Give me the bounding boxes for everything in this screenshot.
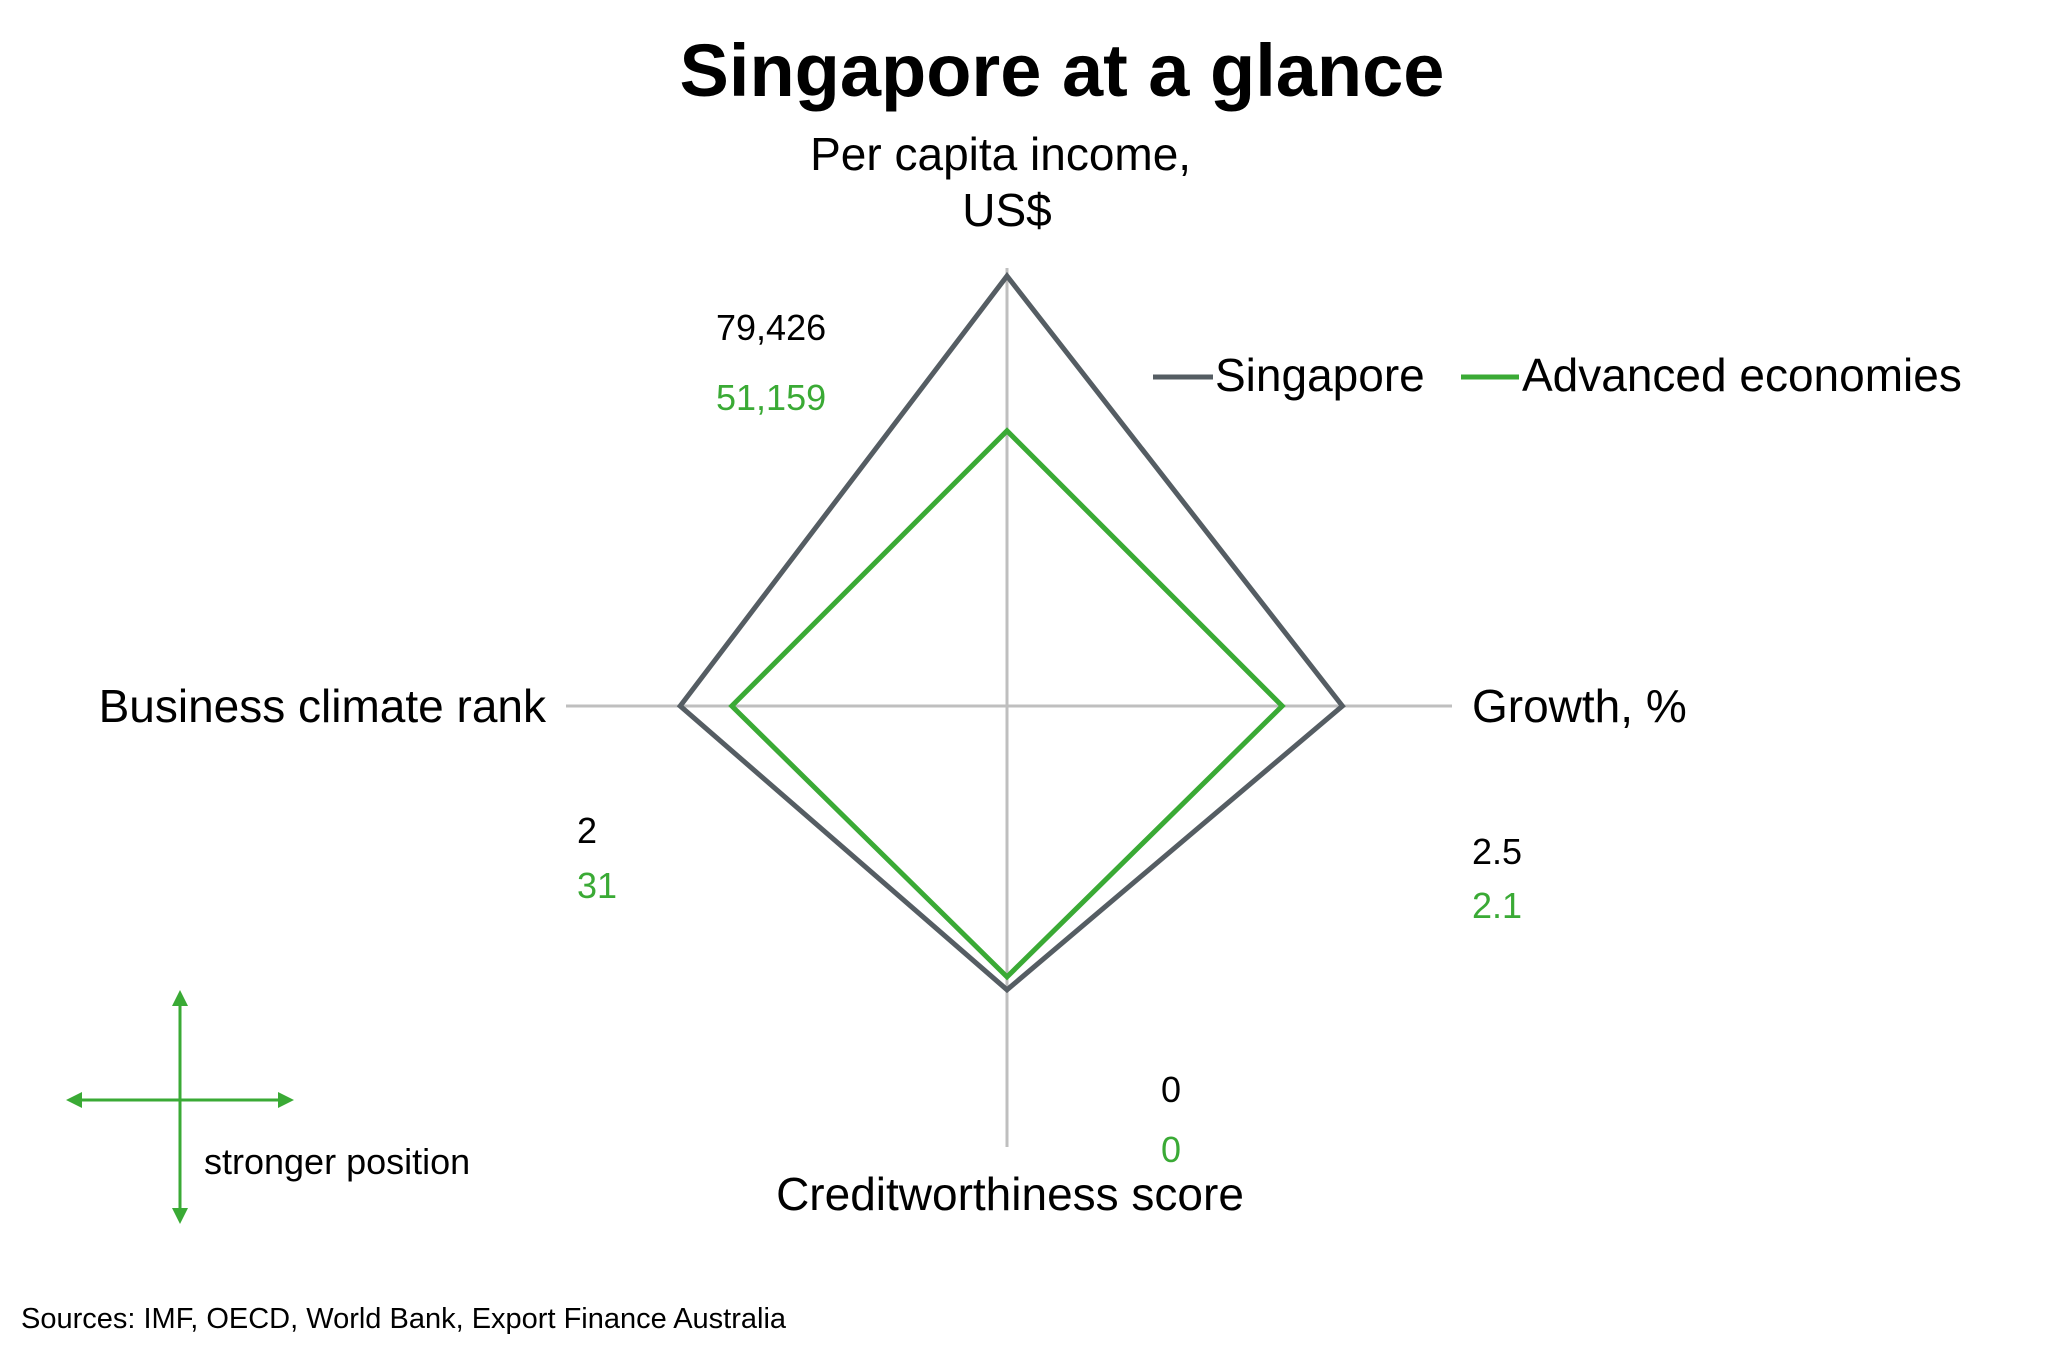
key-arrowhead-up: [172, 990, 188, 1006]
value-label-advanced-credit: 0: [1161, 1129, 1181, 1170]
source-note: Sources: IMF, OECD, World Bank, Export F…: [21, 1303, 787, 1335]
value-label-advanced-income: 51,159: [716, 377, 826, 418]
axis-label-income-line-1: Per capita income,: [810, 128, 1191, 180]
legend-label-singapore: Singapore: [1215, 349, 1425, 401]
key-label: stronger position: [204, 1141, 470, 1182]
series-polygon-advanced-economies: [728, 427, 1286, 981]
value-label-singapore-credit: 0: [1161, 1069, 1181, 1110]
key-arrowhead-down: [172, 1208, 188, 1224]
value-labels: 79,426 51,159 2.5 2.1 0 0 2 31: [577, 307, 1522, 1170]
legend: Singapore Advanced economies: [1153, 349, 1962, 401]
series-layer: [676, 271, 1346, 994]
value-label-singapore-business: 2: [577, 810, 597, 851]
legend-label-advanced: Advanced economies: [1522, 349, 1962, 401]
direction-key: [66, 990, 294, 1224]
axis-label-growth: Growth, %: [1472, 680, 1687, 732]
chart-title: Singapore at a glance: [680, 29, 1445, 112]
value-label-advanced-growth: 2.1: [1472, 885, 1522, 926]
value-label-singapore-income: 79,426: [716, 307, 826, 348]
axis-label-income: Per capita income, US$: [810, 128, 1204, 236]
series-polygon-singapore: [676, 271, 1346, 994]
key-arrowhead-left: [66, 1092, 82, 1108]
axis-label-credit: Creditworthiness score: [776, 1168, 1244, 1220]
key-arrowhead-right: [278, 1092, 294, 1108]
value-label-advanced-business: 31: [577, 865, 617, 906]
radar-axes: [566, 268, 1452, 1147]
value-label-singapore-growth: 2.5: [1472, 831, 1522, 872]
axis-label-income-line-2: US$: [962, 184, 1051, 236]
axis-label-business: Business climate rank: [99, 680, 547, 732]
